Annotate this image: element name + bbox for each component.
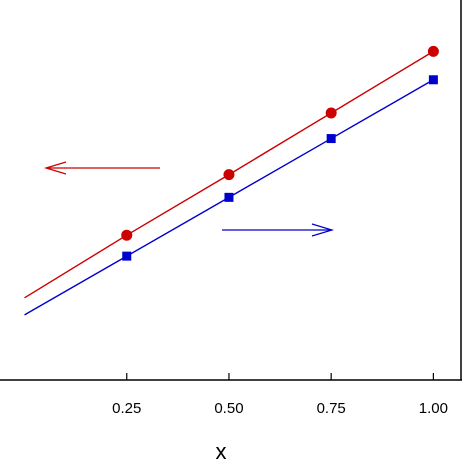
axes-frame xyxy=(0,0,462,381)
series-2-point xyxy=(122,251,132,261)
series-2-point xyxy=(428,75,438,85)
axis-arrows xyxy=(43,161,335,237)
x-ticks: 0.25 0.50 0.75 1.00 xyxy=(112,373,448,417)
x-tick-label: 0.25 xyxy=(112,400,141,417)
x-tick-label: 1.00 xyxy=(419,400,448,417)
series-group xyxy=(24,45,439,316)
series-1-point xyxy=(121,229,133,241)
arrow-head xyxy=(311,223,335,237)
series-2-point xyxy=(326,134,336,144)
axis-arrow-right xyxy=(222,223,335,237)
series-1-point xyxy=(325,107,337,119)
x-tick-label: 0.75 xyxy=(317,400,346,417)
arrow-head xyxy=(43,161,67,175)
axis-arrow-left xyxy=(43,161,160,175)
x-tick-label: 0.50 xyxy=(214,400,243,417)
series-1-point xyxy=(427,45,439,57)
series-2-point xyxy=(224,192,234,202)
series-1-point xyxy=(223,169,235,181)
x-axis-title: x xyxy=(216,439,227,462)
